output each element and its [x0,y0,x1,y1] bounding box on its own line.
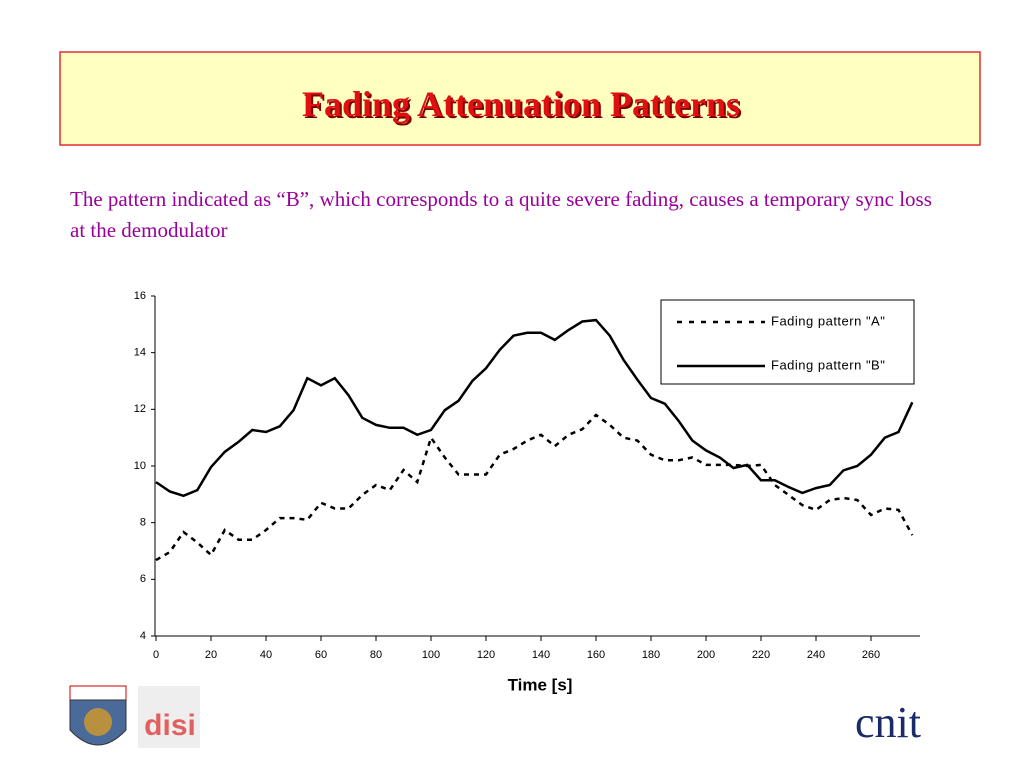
y-tick-label: 14 [134,347,146,359]
text-box: The pattern indicated as “B”, which corr… [70,187,932,242]
title-box [59,51,981,146]
x-tick-label: 0 [153,649,159,661]
x-tick-label: 60 [315,649,327,661]
x-tick-label: 260 [862,649,880,661]
logo-disi-bg [138,686,200,748]
y-tick-label: 12 [134,403,146,415]
logo-seal [84,708,112,736]
x-tick-label: 220 [752,649,770,661]
logo-cnit: cnit [855,698,921,747]
logo-genova [69,685,127,746]
y-tick-label: 6 [140,573,146,585]
x-axis-label: Time [s] [508,675,573,694]
x-tick-label: 20 [205,649,217,661]
y-tick-label: 4 [140,630,146,642]
body-text: The pattern indicated as “B”, which corr… [70,187,932,242]
legend-label: Fading pattern "B" [771,357,885,372]
x-tick-label: 120 [477,649,495,661]
x-tick-label: 160 [587,649,605,661]
x-tick-label: 100 [422,649,440,661]
x-tick-label: 40 [260,649,272,661]
y-tick-label: 8 [140,517,146,529]
logo-flag [69,685,127,701]
y-tick-label: 16 [134,290,146,302]
x-tick-label: 80 [370,649,382,661]
title-shadow: Fading Attenuation Patterns [304,86,742,126]
legend-box [660,299,915,385]
series-line [155,413,914,562]
x-tick-label: 180 [642,649,660,661]
x-tick-label: 140 [532,649,550,661]
title: Fading Attenuation Patterns [302,84,740,124]
logo-disi: disi [144,709,196,742]
legend-label: Fading pattern "A" [771,313,885,328]
y-tick-label: 10 [134,460,146,472]
x-tick-label: 200 [697,649,715,661]
series-line [155,318,914,498]
x-tick-label: 240 [807,649,825,661]
